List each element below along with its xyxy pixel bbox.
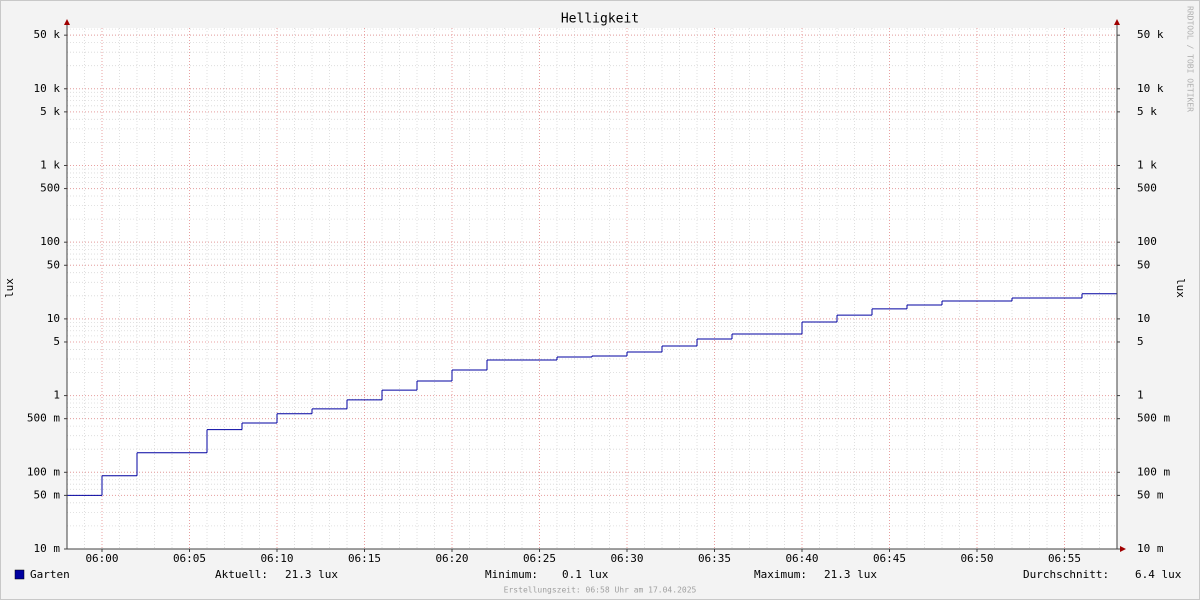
y2-tick-label: 50 — [1137, 258, 1150, 271]
x-tick-label: 06:55 — [1048, 552, 1081, 565]
stat-value: 0.1 lux — [562, 568, 609, 581]
stat-label: Durchschnitt: — [1023, 568, 1109, 581]
x-tick-label: 06:15 — [348, 552, 381, 565]
x-tick-label: 06:25 — [523, 552, 556, 565]
y2-tick-label: 50 k — [1137, 28, 1164, 41]
footer: Erstellungszeit: 06:58 Uhr am 17.04.2025 — [504, 586, 697, 595]
y2-tick-label: 1 k — [1137, 158, 1157, 171]
axis-arrow — [64, 19, 70, 25]
x-tick-label: 06:45 — [873, 552, 906, 565]
y-tick-label: 1 k — [40, 158, 60, 171]
y-tick-label: 50 k — [34, 28, 61, 41]
x-tick-label: 06:50 — [960, 552, 993, 565]
stat-value: 6.4 lux — [1135, 568, 1182, 581]
y2-tick-label: 500 m — [1137, 412, 1170, 425]
y-tick-label: 5 — [53, 335, 60, 348]
x-tick-label: 06:30 — [610, 552, 643, 565]
y2-tick-label: 50 m — [1137, 488, 1164, 501]
y2-tick-label: 10 — [1137, 312, 1150, 325]
y2-tick-label: 10 k — [1137, 82, 1164, 95]
y2-tick-label: 100 — [1137, 235, 1157, 248]
y-tick-label: 10 m — [34, 542, 61, 555]
y2-tick-label: 100 m — [1137, 465, 1170, 478]
legend-label: Garten — [30, 568, 70, 581]
y2-tick-label: 500 — [1137, 182, 1157, 195]
y-tick-label: 5 k — [40, 105, 60, 118]
x-tick-label: 06:40 — [785, 552, 818, 565]
chart-title: Helligkeit — [561, 12, 639, 27]
y-tick-label: 10 — [47, 312, 60, 325]
grid — [64, 28, 1120, 552]
y-tick-label: 100 m — [27, 465, 60, 478]
x-tick-label: 06:35 — [698, 552, 731, 565]
stat-label: Maximum: — [754, 568, 807, 581]
y-tick-label: 10 k — [34, 82, 61, 95]
y-tick-label: 500 m — [27, 412, 60, 425]
y2-tick-label: 5 — [1137, 335, 1144, 348]
stat-label: Aktuell: — [215, 568, 268, 581]
y-tick-label: 500 — [40, 182, 60, 195]
x-tick-label: 06:20 — [435, 552, 468, 565]
marks — [67, 293, 1117, 496]
legend: 10 m 10 m 50 m 50 m 100 m 100 m 500 m 500 m 1 1 5 5… — [14, 28, 1182, 581]
stat-value: 21.3 lux — [824, 568, 877, 581]
x-tick-label: 06:10 — [260, 552, 293, 565]
x-tick-label: 06:00 — [85, 552, 118, 565]
axis-arrow — [1114, 19, 1120, 25]
y2-axis-label: lux — [1174, 278, 1187, 298]
y-tick-label: 50 — [47, 258, 60, 271]
y-tick-label: 50 m — [34, 488, 61, 501]
stat-value: 21.3 lux — [285, 568, 338, 581]
legend-swatch — [14, 569, 25, 580]
axis-arrow — [1120, 546, 1126, 552]
x-tick-label: 06:05 — [173, 552, 206, 565]
watermark: RRDTOOL / TOBI OETIKER — [1186, 6, 1195, 112]
y-tick-label: 1 — [53, 389, 60, 402]
y-axis-label: lux — [3, 278, 16, 298]
y2-tick-label: 5 k — [1137, 105, 1157, 118]
plot-area — [67, 28, 1117, 549]
stat-label: Minimum: — [485, 568, 538, 581]
y2-tick-label: 10 m — [1137, 542, 1164, 555]
y2-tick-label: 1 — [1137, 389, 1144, 402]
y-tick-label: 100 — [40, 235, 60, 248]
